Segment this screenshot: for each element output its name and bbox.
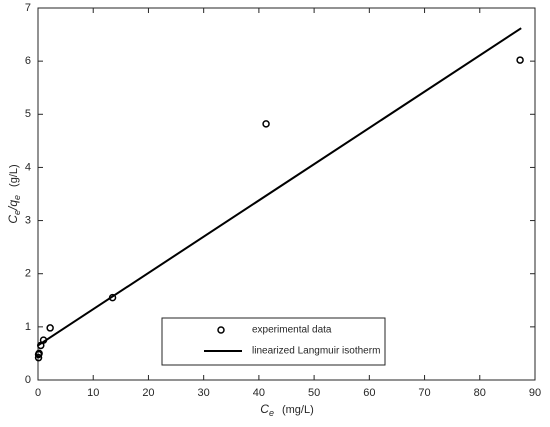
data-point (46, 324, 54, 332)
y-tick-label: 4 (25, 161, 31, 173)
y-label-part: /q (6, 200, 20, 211)
x-tick-label: 20 (142, 387, 154, 399)
x-tick-label: 10 (87, 387, 99, 399)
x-tick-label: 80 (474, 387, 486, 399)
x-tick-label: 30 (198, 387, 210, 399)
y-label-part: C (6, 215, 20, 224)
x-axis-label: Ce (mg/L) (260, 402, 313, 418)
x-label-unit: (mg/L) (282, 404, 314, 416)
data-point (34, 353, 43, 362)
y-tick-label: 2 (25, 268, 31, 280)
x-tick-label: 0 (35, 387, 41, 399)
legend-label: linearized Langmuir isotherm (252, 346, 380, 357)
y-axis-label: Ce/qe (g/L) (6, 164, 22, 223)
y-label-sub: e (12, 210, 22, 215)
data-point (516, 56, 524, 64)
y-tick-label: 3 (25, 214, 31, 226)
y-label-sub: e (12, 195, 22, 200)
x-tick-label: 90 (529, 387, 541, 399)
y-tick-label: 5 (25, 108, 31, 120)
plot-box (37, 7, 536, 381)
data-point (35, 349, 43, 358)
legend-marker (217, 326, 225, 334)
y-tick-label: 1 (25, 321, 31, 333)
x-tick-label: 50 (308, 387, 320, 399)
x-label-part: C (260, 402, 269, 416)
x-tick-label: 60 (363, 387, 375, 399)
x-label-sub: e (269, 408, 274, 418)
fit-line (37, 27, 522, 347)
data-point (262, 120, 270, 128)
y-tick-label: 7 (25, 2, 31, 14)
y-label-unit: (g/L) (8, 164, 20, 187)
x-tick-label: 70 (418, 387, 430, 399)
x-tick-label: 40 (253, 387, 265, 399)
legend-label: experimental data (252, 325, 332, 336)
y-tick-label: 6 (25, 55, 31, 67)
y-tick-label: 0 (25, 374, 31, 386)
legend-box (161, 317, 386, 366)
